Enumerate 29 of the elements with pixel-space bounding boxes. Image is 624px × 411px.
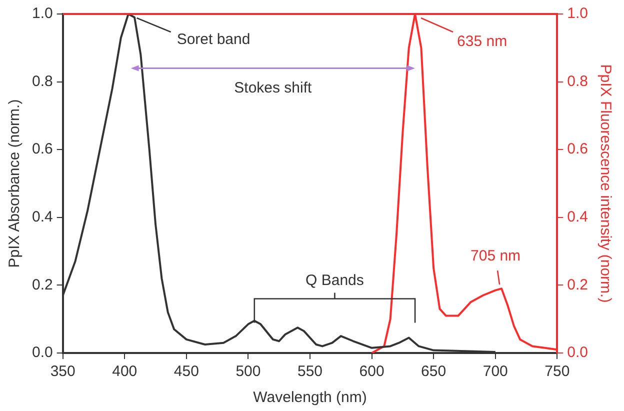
annotation: 635 nm xyxy=(457,33,508,50)
y-tick-label: 1.0 xyxy=(32,5,53,22)
x-axis-title: Wavelength (nm) xyxy=(253,389,367,406)
y-tick-label: 0.2 xyxy=(32,276,53,294)
y-axis-title: PpIX Absorbance (norm.) xyxy=(6,99,24,268)
x-tick-label: 750 xyxy=(544,363,570,380)
annotation: Q Bands xyxy=(306,272,364,289)
x-tick-label: 450 xyxy=(174,363,199,380)
y-tick-label: 0.6 xyxy=(32,140,53,158)
y-tick-label: 0.4 xyxy=(32,208,53,226)
y2-tick-label: 0.2 xyxy=(567,276,588,294)
y2-axis-title: PpIX Fluorescence intensity (norm.) xyxy=(596,64,614,303)
x-tick-label: 600 xyxy=(359,363,384,380)
y-tick-label: 0.8 xyxy=(32,72,53,90)
y2-tick-label: 0.0 xyxy=(567,344,588,362)
x-tick-label: 650 xyxy=(421,363,446,380)
y2-tick-label: 0.6 xyxy=(567,140,588,158)
y2-tick-label: 1.0 xyxy=(567,5,588,22)
annotation: 705 nm xyxy=(470,248,521,265)
x-tick-label: 400 xyxy=(112,363,138,380)
x-tick-label: 700 xyxy=(482,363,508,380)
x-tick-label: 500 xyxy=(236,363,261,380)
x-tick-label: 550 xyxy=(297,363,323,380)
y-tick-label: 0.0 xyxy=(32,344,53,362)
annotation: Stokes shift xyxy=(234,79,313,96)
annotation: Soret band xyxy=(176,31,250,48)
y2-tick-label: 0.4 xyxy=(567,208,588,226)
y2-tick-label: 0.8 xyxy=(567,72,588,90)
x-tick-label: 350 xyxy=(50,363,76,380)
